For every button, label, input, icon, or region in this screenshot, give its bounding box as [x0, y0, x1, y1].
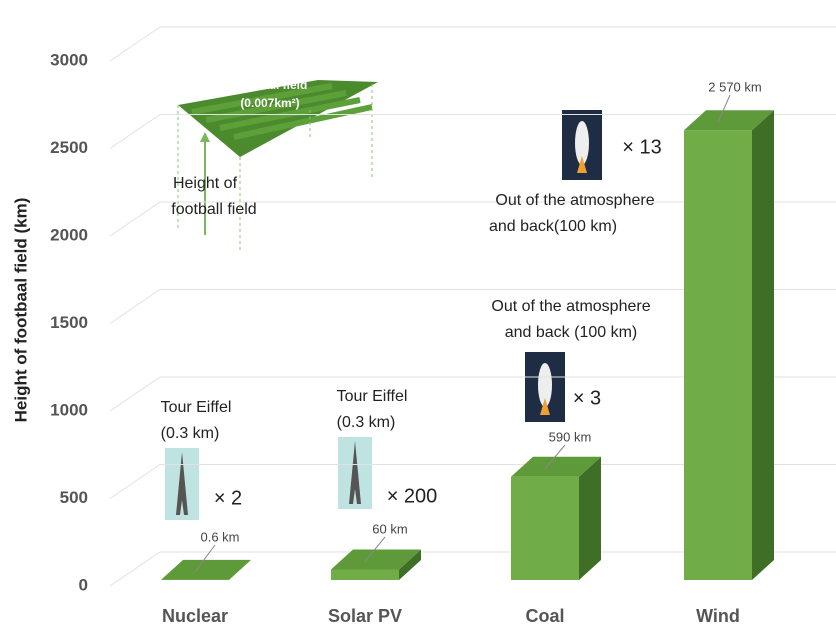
grid-line: [109, 289, 836, 324]
annotation: Football field: [233, 78, 308, 92]
value-label: 60 km: [372, 521, 407, 536]
y-tick-label: 2000: [50, 225, 88, 244]
grid-line: [109, 201, 836, 237]
grid-line: [109, 26, 836, 62]
annotation: Tour Eiffel: [337, 388, 408, 405]
grid-line: [109, 114, 836, 149]
value-label: 590 km: [549, 429, 592, 444]
annotation: Out of the atmosphere: [495, 192, 654, 209]
annotation: and back(100 km): [489, 218, 617, 235]
label-leader: [717, 94, 731, 123]
x-tick-label: Solar PV: [328, 606, 402, 626]
x-tick-label: Coal: [525, 606, 564, 626]
eiffel-icon: [338, 437, 372, 509]
bar-top: [331, 549, 421, 570]
annotation: × 3: [573, 387, 601, 409]
label-leader: [544, 444, 566, 470]
y-tick-label: 1000: [50, 400, 88, 419]
bar-front: [511, 476, 579, 580]
annotation: × 2: [214, 487, 242, 509]
y-tick-label: 3000: [50, 50, 88, 69]
annotation: Height of: [173, 175, 238, 192]
bar-top: [511, 456, 601, 477]
label-leader: [194, 544, 216, 573]
grid-line: [109, 376, 836, 412]
annotation: (0.007km²): [240, 96, 299, 110]
annotation: × 200: [387, 485, 438, 507]
bar-side: [399, 549, 421, 580]
annotation: Tour Eiffel: [161, 399, 232, 416]
eiffel-icon: [165, 448, 199, 520]
grid-line: [109, 551, 836, 587]
annotation: × 13: [622, 136, 661, 158]
bar-side: [579, 456, 601, 580]
y-axis-label: Height of footbaal field (km): [11, 198, 30, 423]
y-tick-label: 500: [60, 488, 88, 507]
y-tick-label: 2500: [50, 138, 88, 157]
bar-top: [161, 559, 251, 580]
grid-line: [109, 464, 836, 499]
bar-side: [752, 110, 774, 580]
annotation: football field: [171, 201, 256, 218]
bar-top: [684, 110, 774, 131]
y-tick-label: 0: [79, 575, 88, 594]
rocket-icon: [525, 352, 565, 422]
label-leader: [364, 536, 386, 562]
value-label: 0.6 km: [200, 529, 239, 544]
bar-side: [229, 559, 251, 580]
football-field-illustration: [177, 80, 378, 250]
y-tick-label: 1500: [50, 313, 88, 332]
value-label: 2 570 km: [708, 79, 761, 94]
bar-front: [684, 130, 752, 580]
annotation: (0.3 km): [161, 425, 220, 442]
annotation: Out of the atmosphere: [491, 298, 650, 315]
annotation: (0.3 km): [337, 414, 396, 431]
rocket-icon: [562, 110, 602, 180]
x-tick-label: Nuclear: [162, 606, 228, 626]
x-tick-label: Wind: [696, 606, 740, 626]
annotation: and back (100 km): [505, 324, 638, 341]
bar-front: [331, 569, 399, 580]
